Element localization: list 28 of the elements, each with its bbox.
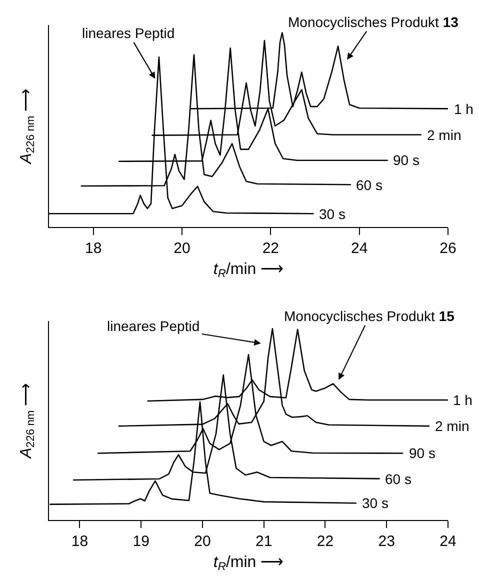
x-axis-title: t$_{R}$/min ⟶ <box>213 260 284 280</box>
series-label: 30 s <box>362 495 388 511</box>
series-label: 30 s <box>319 206 346 222</box>
series-label: 1 h <box>454 101 474 117</box>
series-label: 1 h <box>453 392 472 408</box>
x-tick-label: 22 <box>316 533 334 550</box>
series-label: 2 min <box>427 127 462 143</box>
text: Monocyclisches Produkt 13 <box>288 14 459 30</box>
x-axis-title: t$_{R}$/min ⟶ <box>213 554 284 574</box>
series-label: 2 min <box>435 418 470 434</box>
x-tick-label: 23 <box>378 533 395 550</box>
x-tick-label: 24 <box>350 240 368 258</box>
x-tick-label: 20 <box>174 240 190 258</box>
series-label: 90 s <box>409 445 436 461</box>
annotation: lineares Peptid <box>107 318 200 334</box>
x-tick-label: 19 <box>132 533 150 550</box>
x-tick-label: 21 <box>256 533 272 550</box>
series-label: 60 s <box>356 177 382 193</box>
x-tick-label: 26 <box>440 240 456 258</box>
x-tick-label: 18 <box>84 240 102 258</box>
x-tick-label: 24 <box>440 533 456 550</box>
series-label: 90 s <box>393 152 420 168</box>
text: Monocyclisches Produkt 15 <box>284 308 455 324</box>
x-tick-label: 20 <box>194 533 211 550</box>
x-tick-label: 22 <box>262 240 280 258</box>
series-label: 60 s <box>385 471 412 487</box>
x-tick-label: 18 <box>71 533 88 550</box>
annotation: lineares Peptid <box>82 25 175 41</box>
